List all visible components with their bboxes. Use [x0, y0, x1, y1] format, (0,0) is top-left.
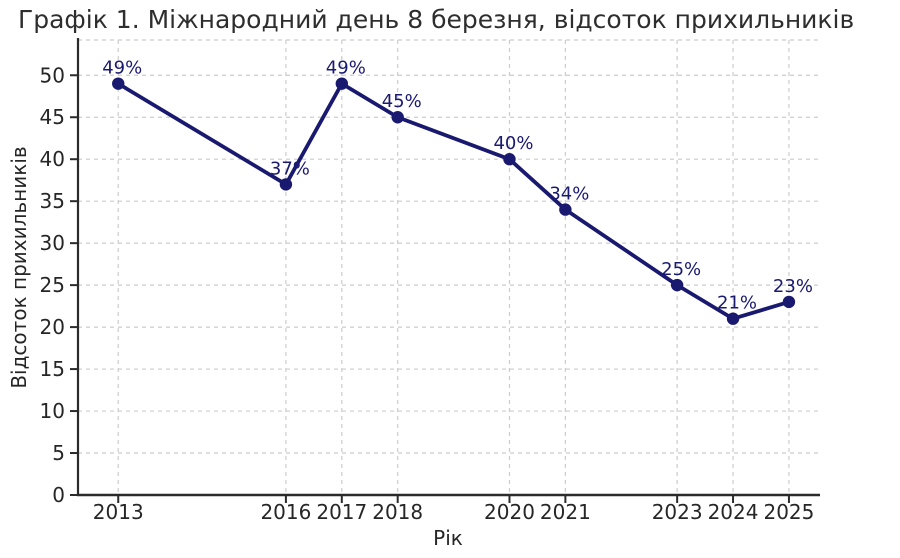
y-tick-label: 30	[40, 231, 65, 255]
x-tick-label: 2023	[652, 500, 703, 524]
data-point	[782, 295, 796, 309]
data-point-label: 45%	[382, 91, 422, 112]
x-axis-title: Рік	[433, 526, 463, 550]
y-tick-label: 45	[40, 105, 65, 129]
data-point	[279, 178, 293, 191]
x-tick-label: 2025	[763, 500, 814, 524]
data-point-label: 21%	[717, 293, 757, 314]
x-tick-label: 2021	[540, 500, 591, 524]
data-point	[726, 312, 740, 325]
data-point	[335, 77, 349, 90]
data-point-label: 25%	[661, 259, 701, 280]
data-point	[559, 203, 572, 216]
x-tick-label: 2016	[260, 500, 311, 524]
y-tick-label: 40	[40, 147, 65, 171]
data-point-label: 49%	[102, 58, 142, 79]
x-tick-label: 2024	[708, 500, 759, 524]
data-point	[670, 278, 684, 292]
chart-title: Графік 1. Міжнародний день 8 березня, ві…	[18, 5, 855, 34]
y-axis-title: Відсоток прихильників	[7, 146, 31, 388]
data-point-label: 23%	[773, 276, 813, 297]
data-point-label: 49%	[326, 58, 366, 79]
y-tick-label: 35	[40, 189, 65, 213]
x-tick-label: 2013	[93, 500, 144, 524]
data-point	[391, 111, 404, 124]
data-point	[503, 153, 516, 166]
x-tick-label: 2018	[372, 500, 423, 524]
y-tick-label: 25	[40, 273, 65, 297]
y-tick-label: 20	[40, 315, 65, 339]
data-point-label: 40%	[493, 133, 533, 154]
data-point	[112, 77, 125, 90]
y-tick-label: 10	[40, 399, 65, 423]
y-tick-label: 50	[40, 63, 65, 87]
y-tick-label: 5	[52, 441, 65, 465]
data-point-label: 37%	[270, 158, 310, 179]
x-tick-label: 2017	[316, 500, 367, 524]
x-tick-label: 2020	[484, 500, 535, 524]
data-point-label: 34%	[549, 184, 589, 205]
y-tick-label: 0	[52, 483, 65, 507]
y-tick-label: 15	[40, 357, 65, 381]
